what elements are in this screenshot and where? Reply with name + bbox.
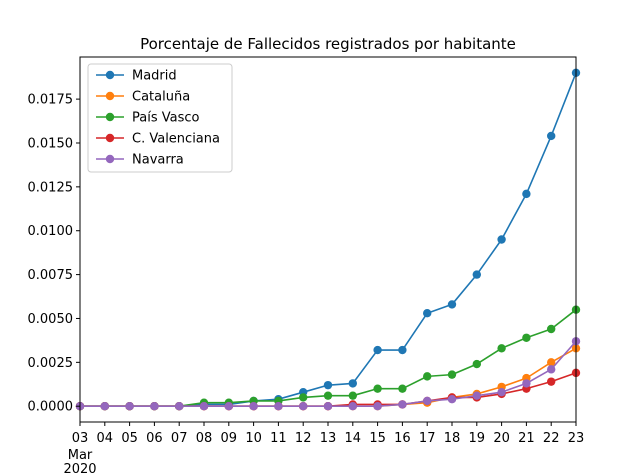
data-point bbox=[472, 391, 481, 400]
data-point bbox=[373, 384, 382, 393]
x-tick-label: 13 bbox=[320, 431, 337, 446]
data-point bbox=[348, 402, 357, 411]
x-tick-label: 15 bbox=[369, 431, 386, 446]
x-axis-month-label: Mar bbox=[68, 448, 93, 463]
y-tick-label: 0.0075 bbox=[28, 268, 74, 283]
y-tick-label: 0.0175 bbox=[28, 93, 74, 108]
data-point bbox=[522, 333, 531, 342]
data-point bbox=[423, 309, 432, 318]
data-point bbox=[547, 324, 556, 334]
x-tick-label: 17 bbox=[419, 431, 436, 446]
legend-item: Madrid bbox=[96, 69, 177, 84]
data-point bbox=[522, 379, 531, 388]
data-point bbox=[497, 387, 506, 397]
data-point bbox=[249, 402, 258, 411]
data-point bbox=[348, 379, 357, 388]
data-point bbox=[274, 402, 283, 411]
data-point bbox=[447, 394, 457, 404]
legend-swatch-marker bbox=[105, 154, 115, 164]
data-point bbox=[323, 391, 333, 400]
data-point bbox=[348, 391, 357, 400]
plot-area bbox=[75, 56, 581, 423]
data-point bbox=[447, 300, 457, 309]
legend-swatch-marker bbox=[105, 91, 115, 101]
data-point bbox=[323, 380, 333, 390]
x-tick-label: 14 bbox=[345, 431, 362, 446]
data-point bbox=[547, 358, 556, 367]
data-point bbox=[497, 235, 506, 244]
legend-items: Madrid Cataluña País Vasco C. Valenciana Nav… bbox=[96, 69, 220, 168]
data-point bbox=[323, 402, 333, 411]
x-tick-label: 10 bbox=[245, 431, 262, 446]
data-point bbox=[497, 344, 506, 353]
x-tick-label: 23 bbox=[568, 431, 585, 446]
data-point bbox=[472, 359, 481, 369]
x-tick-label: 20 bbox=[493, 431, 510, 446]
legend-label: Cataluña bbox=[132, 90, 190, 105]
data-point bbox=[423, 372, 432, 381]
x-axis-year-label: 2020 bbox=[63, 462, 96, 474]
data-point bbox=[199, 402, 209, 411]
legend-swatch-marker bbox=[105, 133, 115, 143]
y-tick-label: 0.0000 bbox=[28, 400, 74, 415]
x-tick-label: 21 bbox=[518, 431, 535, 446]
x-tick-label: 03 bbox=[72, 431, 89, 446]
legend-swatch-marker bbox=[105, 112, 115, 122]
data-point bbox=[398, 345, 407, 355]
x-tick-label: 08 bbox=[196, 431, 213, 446]
legend-item: Cataluña bbox=[96, 90, 190, 105]
data-point bbox=[423, 396, 432, 406]
y-tick-label: 0.0025 bbox=[28, 356, 74, 371]
legend-item: C. Valenciana bbox=[96, 132, 220, 147]
x-tick-label: 18 bbox=[444, 431, 461, 446]
y-axis: 0.0000 0.0025 0.0050 0.0075 0.0100 0.0125 0.01… bbox=[28, 93, 80, 415]
legend-label: País Vasco bbox=[132, 111, 200, 126]
data-point bbox=[373, 402, 382, 411]
data-point bbox=[547, 131, 556, 141]
data-point bbox=[472, 270, 481, 279]
legend: Madrid Cataluña País Vasco C. Valenciana Nav… bbox=[87, 63, 233, 173]
legend-item: País Vasco bbox=[96, 111, 200, 126]
data-point bbox=[547, 365, 556, 374]
data-point bbox=[398, 384, 407, 393]
x-tick-label: 04 bbox=[97, 431, 114, 446]
data-point bbox=[522, 189, 531, 199]
data-point bbox=[398, 400, 407, 409]
data-point bbox=[100, 402, 110, 411]
data-point bbox=[373, 345, 382, 355]
series-layer bbox=[75, 68, 581, 411]
data-point bbox=[125, 402, 134, 411]
legend-label: Navarra bbox=[132, 153, 184, 168]
y-tick-label: 0.0050 bbox=[28, 312, 74, 327]
legend-frame bbox=[87, 63, 233, 173]
data-point bbox=[447, 370, 457, 379]
data-point bbox=[175, 402, 184, 411]
x-tick-label: 06 bbox=[146, 431, 163, 446]
data-point bbox=[150, 402, 159, 411]
y-tick-label: 0.0125 bbox=[28, 180, 74, 195]
legend-swatch-marker bbox=[105, 70, 115, 80]
data-point bbox=[547, 377, 556, 386]
x-tick-label: 22 bbox=[543, 431, 560, 446]
x-tick-label: 12 bbox=[295, 431, 312, 446]
x-tick-label: 16 bbox=[394, 431, 411, 446]
y-tick-label: 0.0100 bbox=[28, 224, 74, 239]
legend-label: C. Valenciana bbox=[132, 132, 220, 147]
x-tick-label: 19 bbox=[469, 431, 486, 446]
x-tick-label: 05 bbox=[121, 431, 138, 446]
data-point bbox=[299, 393, 308, 402]
x-tick-label: 09 bbox=[221, 431, 238, 446]
legend-item: Navarra bbox=[96, 153, 184, 168]
chart-title: Porcentaje de Fallecidos registrados por… bbox=[140, 35, 516, 53]
legend-label: Madrid bbox=[132, 69, 177, 84]
data-point bbox=[299, 402, 308, 411]
x-tick-label: 07 bbox=[171, 431, 188, 446]
x-axis: Mar 2020 03 04 05 06 07 08 09 10 11 12 13 14 15 16 17 1… bbox=[63, 422, 584, 474]
series-4 bbox=[75, 337, 581, 411]
x-tick-label: 11 bbox=[270, 431, 287, 446]
data-point bbox=[224, 402, 233, 411]
y-tick-label: 0.0150 bbox=[28, 136, 74, 151]
